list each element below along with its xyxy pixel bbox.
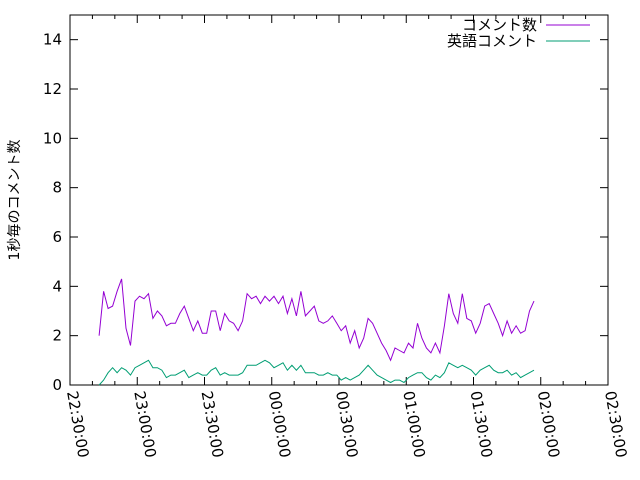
x-tick-label: 00:30:00 (332, 390, 361, 459)
y-tick-label: 10 (43, 129, 62, 147)
legend-label-0: コメント数 (462, 16, 537, 34)
y-tick-label: 2 (52, 327, 62, 345)
x-tick-label: 22:30:00 (63, 390, 92, 459)
y-tick-label: 0 (52, 376, 62, 394)
y-tick-label: 6 (52, 228, 62, 246)
y-axis-label: 1秒毎のコメント数 (7, 140, 23, 261)
y-axis: 0 2 4 6 8 10 12 14 (43, 31, 608, 394)
series-line-0 (98, 278, 535, 362)
y-tick-label: 14 (43, 31, 62, 49)
x-tick-label: 02:00:00 (534, 390, 563, 459)
y-tick-label: 12 (43, 80, 62, 98)
y-tick-label: 8 (52, 179, 62, 197)
legend-label-1: 英語コメント (447, 32, 537, 50)
x-tick-label: 01:00:00 (399, 390, 428, 459)
plot-border (69, 14, 609, 386)
x-tick-label: 02:30:00 (601, 390, 630, 459)
series-line-1 (98, 359, 535, 386)
x-tick-label: 01:30:00 (467, 390, 496, 459)
series-lines (98, 278, 535, 386)
x-tick-label: 23:00:00 (130, 390, 159, 459)
x-tick-label: 23:30:00 (198, 390, 227, 459)
y-tick-label: 4 (52, 277, 62, 295)
x-axis: 22:30:00 23:00:00 23:30:00 00:00:00 00:30:00… (63, 15, 630, 459)
x-tick-label: 00:00:00 (265, 390, 294, 459)
